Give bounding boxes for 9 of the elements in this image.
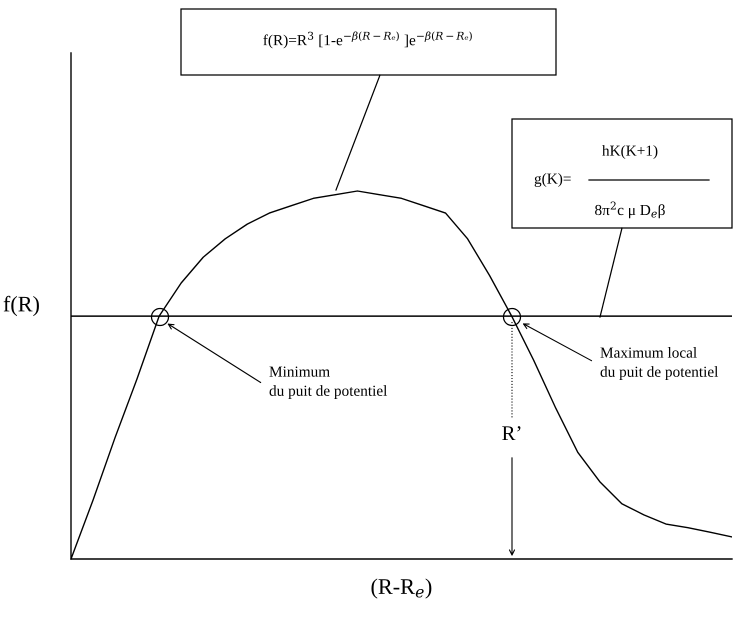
annotation: Minimum du puit de potentiel bbox=[269, 366, 388, 400]
annotation: R’ bbox=[502, 426, 520, 440]
y-axis-title: f(R) bbox=[4, 296, 39, 316]
annotation: 8π$^{2}$c μ D$_{e}$β bbox=[595, 202, 665, 218]
x-axis-title: (R-R$_{e}$) bbox=[371, 578, 432, 599]
text: g(K)= bbox=[534, 173, 571, 187]
text: hK(K+1) bbox=[602, 145, 658, 159]
annotation: Maximum local du puit de potentiel bbox=[600, 347, 718, 380]
text: f(R)=R$^{3}$ [1-e$^{−β(R−Rₑ)}$ ]e$^{−β(R−Rₑ)}$ bbox=[263, 31, 472, 48]
